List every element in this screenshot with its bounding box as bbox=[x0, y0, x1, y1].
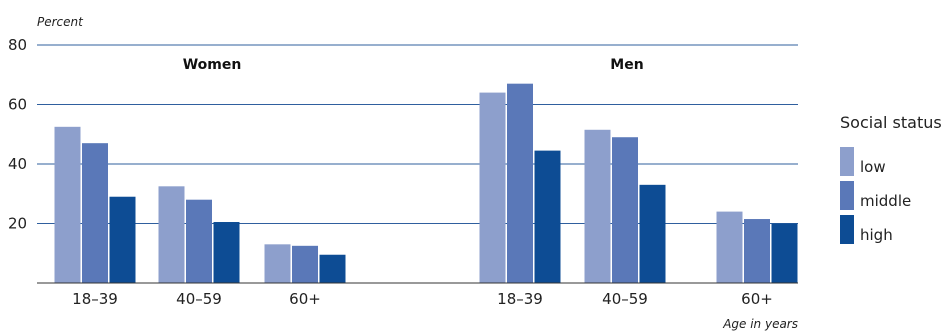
group-label-men: Men bbox=[610, 57, 643, 73]
y-tick-label: 60 bbox=[8, 96, 27, 114]
gridlines bbox=[37, 44, 798, 224]
bar-women-18–39-middle bbox=[82, 143, 108, 283]
bar-women-60+-middle bbox=[292, 245, 318, 283]
bar-men-60+-high bbox=[771, 223, 798, 283]
x-axis-title: Age in years bbox=[722, 317, 798, 331]
x-tick-label: 18–39 bbox=[497, 290, 543, 308]
legend-label-low: low bbox=[860, 158, 886, 176]
bar-women-40–59-middle bbox=[186, 199, 212, 283]
bar-men-18–39-low bbox=[479, 92, 506, 283]
legend-title: Social status bbox=[840, 113, 942, 132]
bar-women-18–39-low bbox=[54, 126, 81, 283]
legend: Social status low middle high bbox=[840, 113, 942, 244]
bar-women-40–59-low bbox=[158, 186, 185, 283]
bar-men-18–39-middle bbox=[507, 83, 533, 283]
bar-women-60+-low bbox=[264, 244, 291, 283]
x-tick-label: 60+ bbox=[289, 290, 321, 308]
legend-swatch-low bbox=[840, 147, 854, 176]
bar-men-18–39-high bbox=[534, 150, 561, 283]
bar-women-40–59-high bbox=[213, 222, 240, 283]
x-tick-label: 18–39 bbox=[72, 290, 118, 308]
legend-label-middle: middle bbox=[860, 192, 911, 210]
x-tick-label: 60+ bbox=[741, 290, 773, 308]
group-label-women: Women bbox=[183, 57, 242, 73]
y-axis-title: Percent bbox=[37, 15, 84, 29]
bars bbox=[54, 83, 798, 283]
y-tick-label: 40 bbox=[8, 155, 27, 173]
bar-men-40–59-low bbox=[584, 129, 611, 283]
legend-swatch-middle bbox=[840, 181, 854, 210]
y-tick-label: 80 bbox=[8, 36, 27, 54]
bar-men-60+-low bbox=[716, 211, 743, 283]
legend-label-high: high bbox=[860, 226, 893, 244]
x-axis-ticks: 18–39 40–59 60+ 18–39 40–59 60+ bbox=[72, 290, 773, 308]
bar-men-60+-middle bbox=[744, 219, 770, 283]
bar-men-40–59-middle bbox=[612, 137, 638, 283]
y-axis-ticks: 20 40 60 80 bbox=[8, 36, 27, 233]
bar-women-60+-high bbox=[319, 254, 346, 283]
x-tick-label: 40–59 bbox=[176, 290, 222, 308]
bar-women-18–39-high bbox=[109, 196, 136, 283]
bar-men-40–59-high bbox=[639, 184, 666, 283]
x-tick-label: 40–59 bbox=[602, 290, 648, 308]
legend-swatch-high bbox=[840, 215, 854, 244]
y-tick-label: 20 bbox=[8, 215, 27, 233]
